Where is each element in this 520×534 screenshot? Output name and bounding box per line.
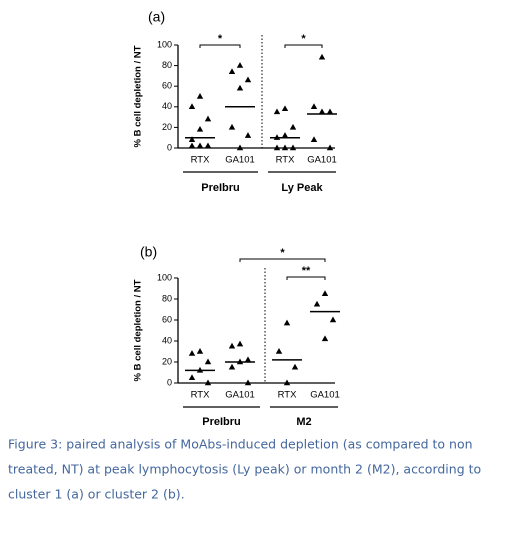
data-point	[313, 300, 321, 307]
y-axis-label: % B cell depletion / NT	[133, 279, 144, 381]
data-point	[318, 108, 326, 115]
data-point	[204, 358, 212, 365]
data-point	[291, 363, 299, 370]
y-tick-label: 100	[157, 39, 172, 49]
data-point	[196, 348, 204, 354]
y-tick-label: 60	[162, 81, 172, 91]
significance-bracket	[286, 276, 326, 280]
x-tick-label: RTX	[191, 390, 210, 401]
panel-label: (b)	[140, 244, 157, 260]
data-point	[236, 340, 244, 347]
data-point	[188, 142, 196, 149]
data-point	[321, 335, 329, 342]
data-point	[244, 132, 252, 138]
data-point	[204, 142, 212, 149]
data-point	[326, 144, 334, 151]
data-point	[244, 76, 252, 83]
y-tick-label: 0	[167, 377, 172, 387]
data-point	[188, 136, 196, 142]
data-point	[228, 363, 236, 370]
y-tick-label: 100	[157, 272, 172, 282]
data-point	[244, 379, 252, 386]
data-point	[329, 316, 337, 323]
data-point	[236, 62, 244, 68]
x-tick-label: RTX	[191, 155, 210, 166]
significance-bracket	[284, 44, 323, 48]
data-point	[289, 144, 297, 151]
data-point	[204, 115, 212, 122]
y-tick-label: 40	[162, 335, 172, 345]
y-tick-label: 20	[162, 356, 172, 366]
y-tick-label: 0	[167, 142, 172, 152]
x-tick-label: GA101	[225, 155, 255, 166]
data-point	[321, 290, 329, 296]
y-tick-label: 20	[162, 122, 172, 132]
panel-label: (a)	[148, 9, 165, 25]
caption-line: Figure 3: paired analysis of MoAbs-induc…	[8, 437, 473, 452]
data-point	[283, 319, 291, 326]
x-tick-label: RTX	[278, 390, 297, 401]
data-point	[188, 374, 196, 380]
data-point	[273, 108, 281, 115]
data-point	[273, 144, 281, 151]
data-point	[283, 379, 291, 386]
data-point	[244, 356, 252, 363]
y-axis-label: % B cell depletion / NT	[133, 45, 144, 147]
x-tick-label: GA101	[307, 155, 337, 166]
significance-label: **	[302, 265, 311, 277]
data-point	[188, 350, 196, 356]
x-tick-label: GA101	[310, 390, 340, 401]
significance-bracket	[199, 44, 241, 48]
data-point	[289, 123, 297, 130]
data-point	[196, 125, 204, 132]
significance-bracket	[239, 258, 326, 262]
y-tick-label: 40	[162, 101, 172, 111]
data-point	[236, 84, 244, 91]
caption-line: cluster 1 (a) or cluster 2 (b).	[8, 487, 185, 502]
data-point	[310, 103, 318, 109]
data-point	[228, 68, 236, 74]
data-point	[196, 142, 204, 149]
data-point	[236, 144, 244, 151]
data-point	[281, 105, 289, 112]
data-point	[228, 123, 236, 130]
data-point	[281, 144, 289, 151]
data-point	[281, 132, 289, 138]
y-tick-label: 80	[162, 60, 172, 70]
data-point	[275, 348, 283, 354]
caption-line: treated, NT) at peak lymphocytosis (Ly p…	[8, 462, 481, 477]
y-tick-label: 80	[162, 293, 172, 303]
data-point	[196, 93, 204, 99]
data-point	[204, 379, 212, 386]
data-point	[326, 108, 334, 115]
data-point	[310, 136, 318, 142]
x-tick-label: GA101	[225, 390, 255, 401]
group-label: PreIbru	[202, 416, 241, 428]
data-point	[188, 103, 196, 109]
y-tick-label: 60	[162, 314, 172, 324]
group-label: Ly Peak	[281, 182, 323, 194]
significance-label: *	[280, 247, 285, 259]
group-label: M2	[296, 416, 311, 428]
significance-label: *	[301, 33, 306, 45]
data-point	[318, 53, 326, 60]
x-tick-label: RTX	[276, 155, 295, 166]
significance-label: *	[218, 33, 223, 45]
group-label: PreIbru	[201, 182, 240, 194]
data-point	[228, 342, 236, 349]
